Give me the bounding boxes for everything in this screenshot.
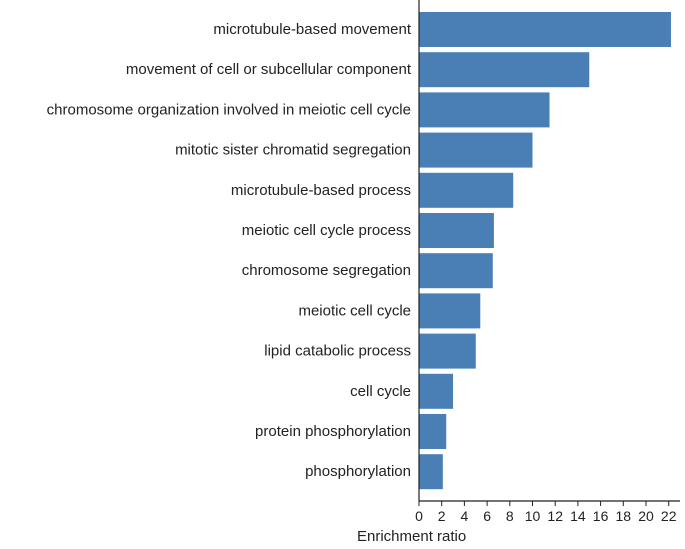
category-label: protein phosphorylation: [255, 423, 411, 440]
x-tick-label: 16: [593, 508, 609, 524]
bars-group: [419, 12, 671, 490]
category-label: meiotic cell cycle process: [242, 222, 411, 239]
category-label: microtubule-based process: [231, 182, 411, 199]
bar: [419, 92, 550, 128]
x-tick-label: 4: [461, 508, 469, 524]
bar: [419, 454, 443, 490]
bar: [419, 293, 481, 329]
x-tick-label: 8: [506, 508, 514, 524]
category-label: chromosome segregation: [242, 262, 411, 279]
category-labels: microtubule-based movement movement of ce…: [47, 21, 412, 480]
x-axis-title: Enrichment ratio: [357, 528, 466, 545]
bar: [419, 333, 476, 369]
x-tick-label: 6: [483, 508, 491, 524]
category-label: chromosome organization involved in meio…: [47, 101, 411, 118]
bar: [419, 172, 514, 208]
x-tick-label: 22: [661, 508, 677, 524]
category-label: meiotic cell cycle: [298, 302, 411, 319]
bar: [419, 213, 494, 248]
bar: [419, 132, 533, 168]
x-tick-label: 18: [616, 508, 632, 524]
x-tick-label: 12: [547, 508, 563, 524]
category-label: cell cycle: [350, 383, 411, 400]
x-tick-label: 10: [525, 508, 541, 524]
x-tick-label: 20: [638, 508, 654, 524]
category-label: mitotic sister chromatid segregation: [175, 142, 411, 159]
x-tick-label: 0: [415, 508, 423, 524]
bar: [419, 414, 447, 449]
bar: [419, 373, 454, 409]
bar: [419, 12, 671, 47]
category-label: phosphorylation: [305, 463, 411, 480]
category-label: lipid catabolic process: [264, 343, 411, 360]
category-label: microtubule-based movement: [213, 21, 411, 38]
x-tick-label: 14: [570, 508, 586, 524]
category-label: movement of cell or subcellular componen…: [126, 61, 412, 78]
x-axis-ticks: 0 2 4 6 8 10 12 14 16 18 20 22: [415, 501, 677, 524]
bar: [419, 253, 493, 289]
x-tick-label: 2: [438, 508, 446, 524]
bar: [419, 52, 590, 88]
